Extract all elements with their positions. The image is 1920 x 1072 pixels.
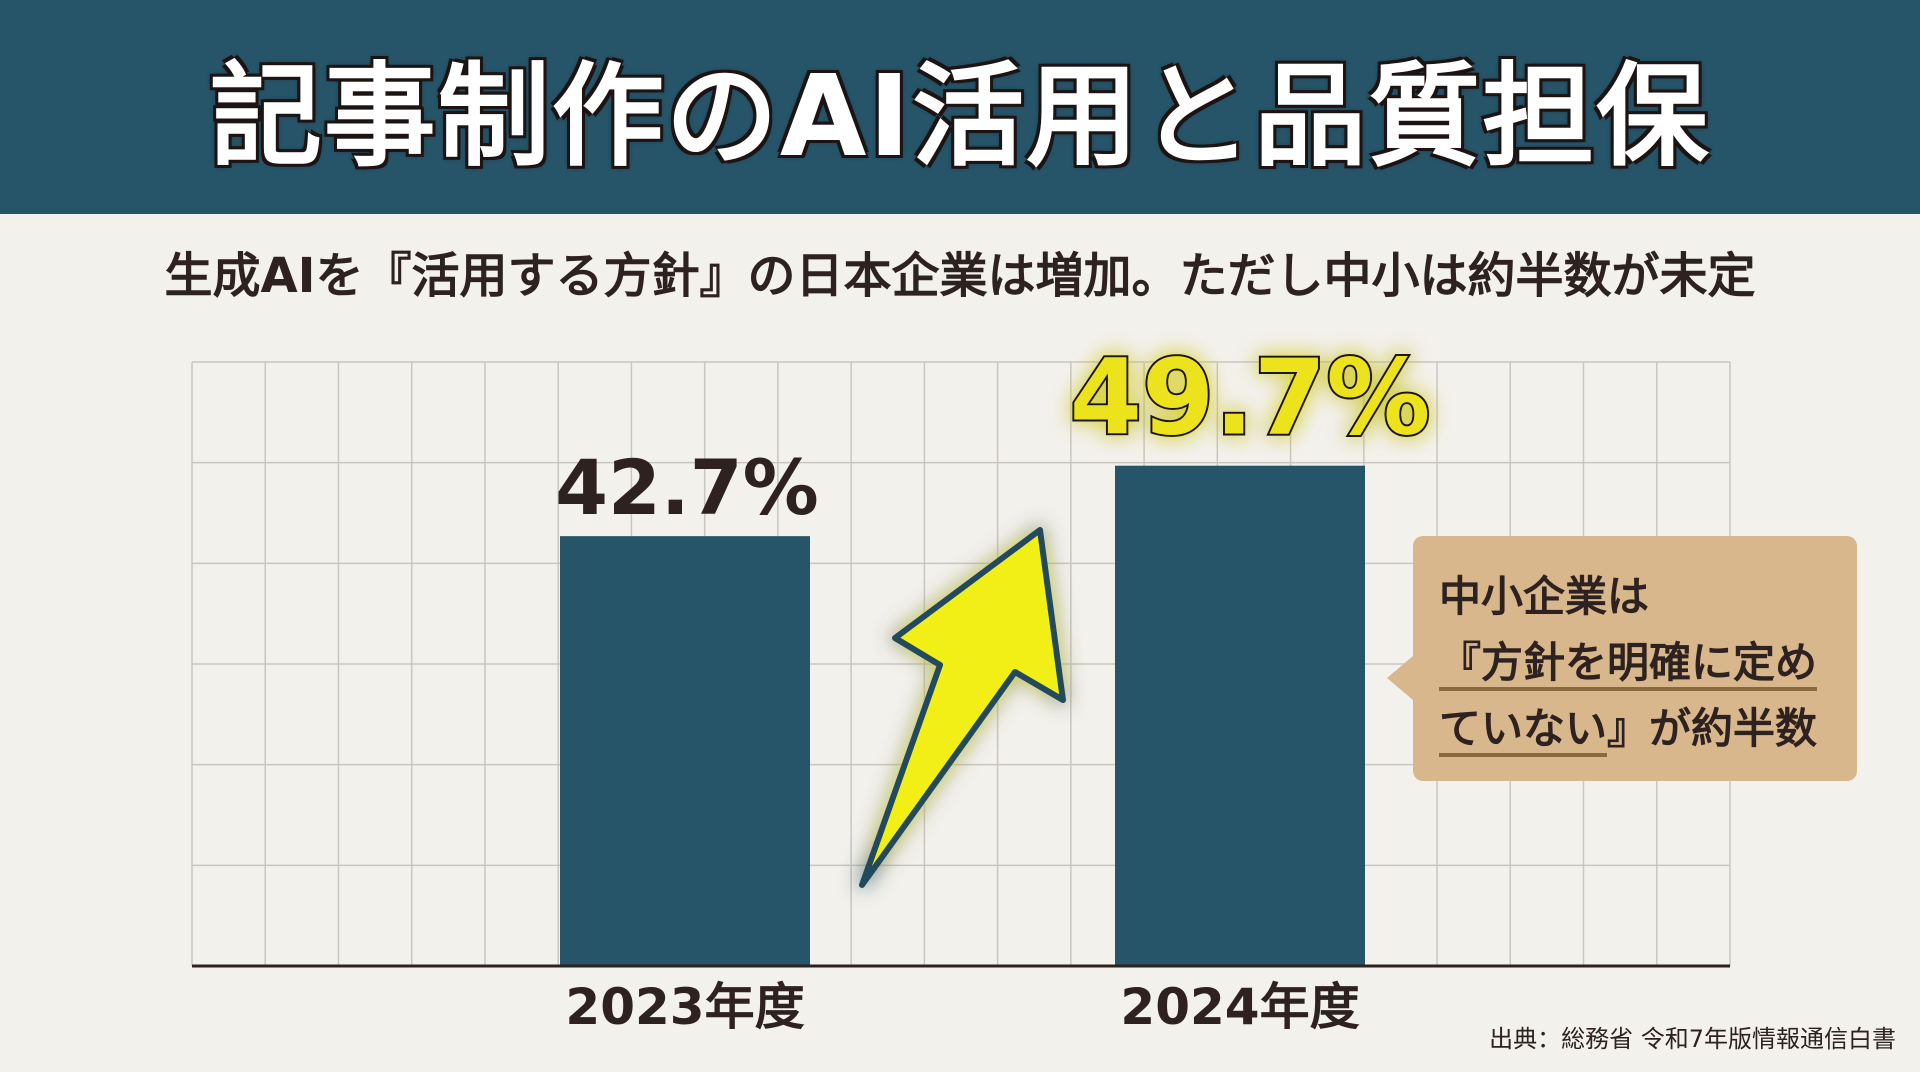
- callout-note: 中小企業は 『方針を明確に定め ていない』が約半数: [1387, 536, 1857, 781]
- increase-arrow-icon: [859, 527, 1066, 888]
- source-note: 出典：総務省 令和7年版情報通信白書: [1489, 1025, 1896, 1053]
- callout-rest: 』が約半数: [1607, 704, 1818, 753]
- category-label-2: 2024年度: [1120, 978, 1359, 1036]
- callout-underlined: ていない: [1439, 704, 1608, 757]
- callout-line-2: 『方針を明確に定め: [1439, 630, 1857, 696]
- value-label-1: 42.7%: [555, 443, 819, 532]
- bar-1: [560, 536, 810, 966]
- bar-2: [1115, 465, 1365, 966]
- callout-line-3: ていない』が約半数: [1439, 696, 1857, 762]
- page-title: 記事制作のAI活用と品質担保: [209, 52, 1711, 182]
- header-banner: 記事制作のAI活用と品質担保: [0, 0, 1920, 214]
- chart-subtitle: 生成AIを『活用する方針』の日本企業は増加。ただし中小は約半数が未定: [164, 248, 1756, 304]
- callout-line-1: 中小企業は: [1439, 572, 1650, 621]
- category-label-1: 2023年度: [565, 978, 804, 1036]
- value-label-2: 49.7%: [1070, 337, 1431, 459]
